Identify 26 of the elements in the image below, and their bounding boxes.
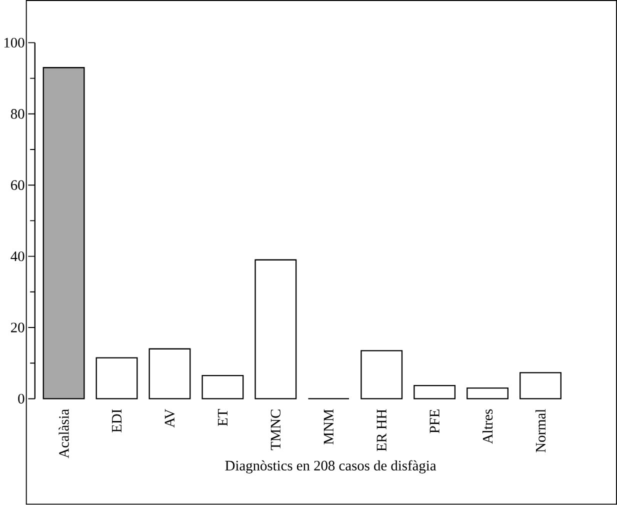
bar [466, 388, 509, 400]
bar [520, 372, 562, 400]
y-tick-label: 40 [10, 252, 24, 262]
x-tick-label: ER HH [376, 409, 386, 452]
bar [254, 259, 297, 400]
bar [202, 375, 244, 400]
y-tick-label: 60 [11, 180, 24, 190]
x-axis-title: Diagnòstics en 208 casos de disfàgia [225, 460, 436, 474]
y-tick-label: 20 [11, 322, 24, 332]
x-tick-label: MNM [324, 409, 334, 445]
x-tick-label: AV [164, 409, 175, 428]
x-tick-label: EDI [112, 409, 122, 433]
bar [148, 348, 191, 400]
bar [360, 350, 403, 400]
x-tick-label: Normal [535, 409, 546, 452]
bar [414, 385, 456, 400]
x-tick-label: PFE [430, 410, 440, 434]
bar [96, 357, 138, 400]
x-tick-label: Acalàsia [58, 409, 69, 458]
y-tick-label: 0 [18, 394, 24, 404]
x-tick-label: ET [218, 409, 228, 426]
x-tick-label: TMNC [270, 410, 280, 450]
bar [42, 67, 85, 400]
y-tick-label: 80 [10, 109, 24, 119]
y-tick-label: 100 [4, 38, 24, 48]
x-tick-label: Altres [482, 409, 493, 444]
